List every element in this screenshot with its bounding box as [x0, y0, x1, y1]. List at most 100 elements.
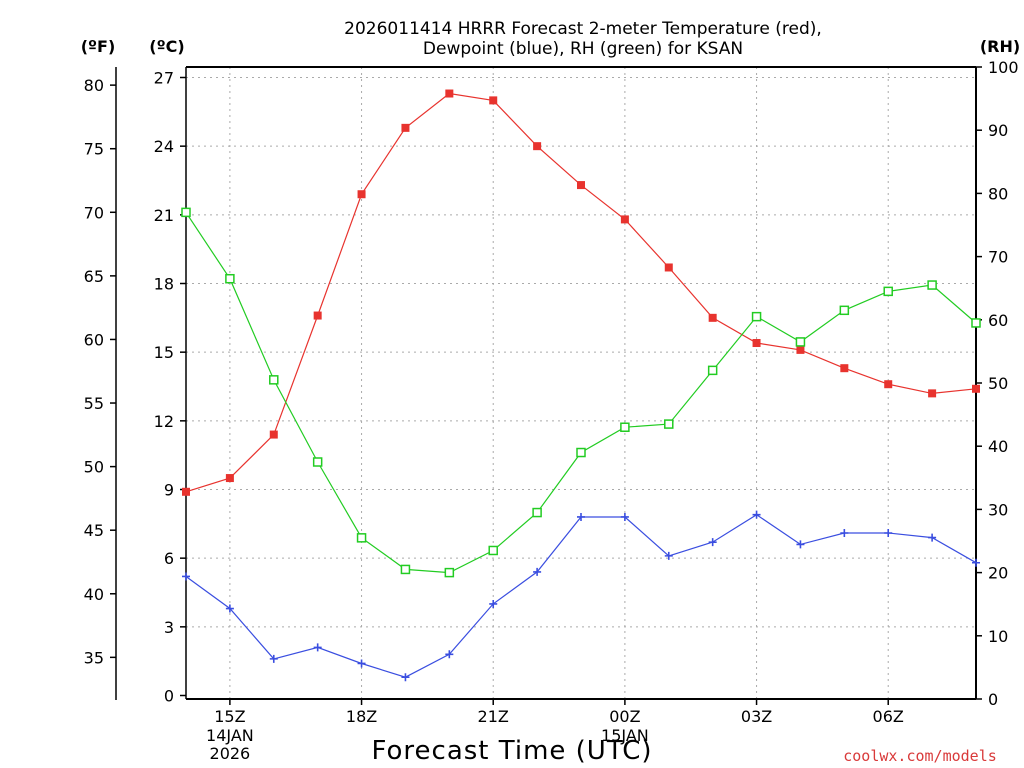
fahrenheit-tick-label: 55 — [84, 394, 104, 413]
x-tick-label: 18Z — [346, 707, 377, 726]
rh-point — [795, 337, 806, 347]
celsius-tick-label: 12 — [154, 412, 174, 431]
temperature-point — [313, 311, 322, 320]
temperature-point — [708, 313, 717, 322]
rh-point — [751, 311, 762, 322]
rh-point — [269, 375, 279, 385]
data-series — [181, 89, 981, 682]
temperature-point — [182, 487, 190, 496]
dewpoint-point — [445, 650, 454, 659]
rh-point — [883, 286, 893, 297]
celsius-tick-label: 15 — [154, 343, 174, 362]
celsius-tick-label: 9 — [164, 481, 174, 500]
temperature-point — [620, 215, 629, 224]
dewpoint-point — [401, 673, 410, 682]
dewpoint-point — [972, 558, 980, 567]
x-tick-date-label: 15JAN — [601, 726, 649, 745]
fahrenheit-unit-label: (ºF) — [81, 37, 116, 56]
celsius-tick-label: 24 — [154, 137, 174, 156]
temperature-point — [577, 181, 585, 190]
dewpoint-point — [533, 567, 542, 576]
x-tick-date-label: 14JAN — [206, 726, 254, 745]
dewpoint-point — [577, 512, 585, 521]
temperature-point — [840, 364, 849, 373]
rh-tick-label: 20 — [988, 564, 1008, 583]
fahrenheit-tick-label: 65 — [84, 267, 104, 286]
rh-point — [576, 447, 586, 458]
dewpoint-point — [182, 572, 190, 581]
rh-tick-label: 60 — [988, 311, 1008, 330]
x-tick-label: 00Z — [609, 707, 640, 726]
celsius-tick-label: 27 — [154, 69, 174, 88]
temperature-point — [752, 339, 761, 348]
temperature-point — [972, 384, 980, 393]
rh-point — [971, 318, 981, 328]
fahrenheit-tick-label: 35 — [84, 648, 104, 667]
temperature-point — [796, 345, 805, 354]
dewpoint-point — [489, 599, 498, 608]
dewpoint-point — [225, 604, 234, 613]
dewpoint-point — [796, 540, 805, 549]
rh-tick-label: 70 — [988, 248, 1008, 267]
temperature-point — [225, 474, 234, 483]
fahrenheit-tick-label: 80 — [84, 76, 104, 95]
dewpoint-point — [313, 643, 322, 652]
dewpoint-point — [620, 512, 629, 521]
celsius-unit-label: (ºC) — [149, 37, 184, 56]
celsius-tick-label: 3 — [164, 618, 174, 637]
dewpoint-point — [928, 533, 937, 542]
x-tick-label: 21Z — [478, 707, 509, 726]
rh-tick-label: 30 — [988, 500, 1008, 519]
x-axis-title: Forecast Time (UTC) — [371, 736, 652, 766]
fahrenheit-tick-label: 75 — [84, 140, 104, 159]
temperature-point — [357, 190, 366, 199]
dewpoint-point — [269, 654, 278, 663]
rh-tick-label: 50 — [988, 374, 1008, 393]
celsius-tick-label: 21 — [154, 206, 174, 225]
credit-label: coolwx.com/models — [843, 747, 997, 765]
rh-point — [532, 507, 542, 518]
rh-point — [927, 280, 937, 290]
rh-point — [707, 365, 718, 376]
temperature-point — [884, 380, 893, 389]
x-tick-label: 15Z — [214, 707, 245, 726]
fahrenheit-tick-label: 45 — [84, 521, 104, 540]
x-tick-label: 03Z — [741, 707, 772, 726]
rh-point — [181, 207, 191, 218]
fahrenheit-tick-label: 50 — [84, 458, 104, 477]
x-tick-date-label: 2026 — [210, 744, 251, 763]
rh-point — [620, 422, 630, 432]
celsius-tick-label: 18 — [154, 275, 174, 294]
axes: 0 3 6 9 12 15 18 21 24 27 35 40 45 50 55 60 65 70 75 80 0 10 2… — [84, 58, 1019, 763]
chart-title-line-2: Dewpoint (blue), RH (green) for KSAN — [423, 39, 743, 59]
dewpoint-point — [664, 551, 673, 560]
rh-tick-label: 0 — [988, 690, 998, 709]
temperature-point — [445, 89, 454, 98]
dewpoint-point — [752, 510, 761, 519]
rh-tick-label: 40 — [988, 437, 1008, 456]
dewpoint-point — [708, 538, 717, 547]
rh-point — [839, 305, 850, 316]
temperature-point — [533, 142, 542, 151]
temperature-point — [401, 123, 410, 132]
rh-point — [356, 533, 367, 543]
temperature-point — [269, 430, 278, 439]
rh-tick-label: 100 — [988, 58, 1019, 77]
dewpoint-point — [840, 528, 849, 537]
rh-point — [225, 273, 235, 284]
temperature-point — [489, 96, 498, 105]
x-tick-label: 06Z — [873, 707, 904, 726]
fahrenheit-tick-label: 70 — [84, 203, 104, 222]
rh-unit-label: (RH) — [980, 37, 1020, 56]
chart-title-line-1: 2026011414 HRRR Forecast 2-meter Tempera… — [344, 19, 822, 39]
rh-point — [444, 567, 455, 578]
dewpoint-point — [884, 528, 893, 537]
rh-point — [400, 564, 411, 575]
dewpoint-point — [357, 659, 366, 668]
temperature-point — [928, 389, 937, 398]
rh-point — [312, 457, 323, 467]
fahrenheit-tick-label: 40 — [84, 585, 104, 604]
temperature-point — [664, 263, 673, 272]
